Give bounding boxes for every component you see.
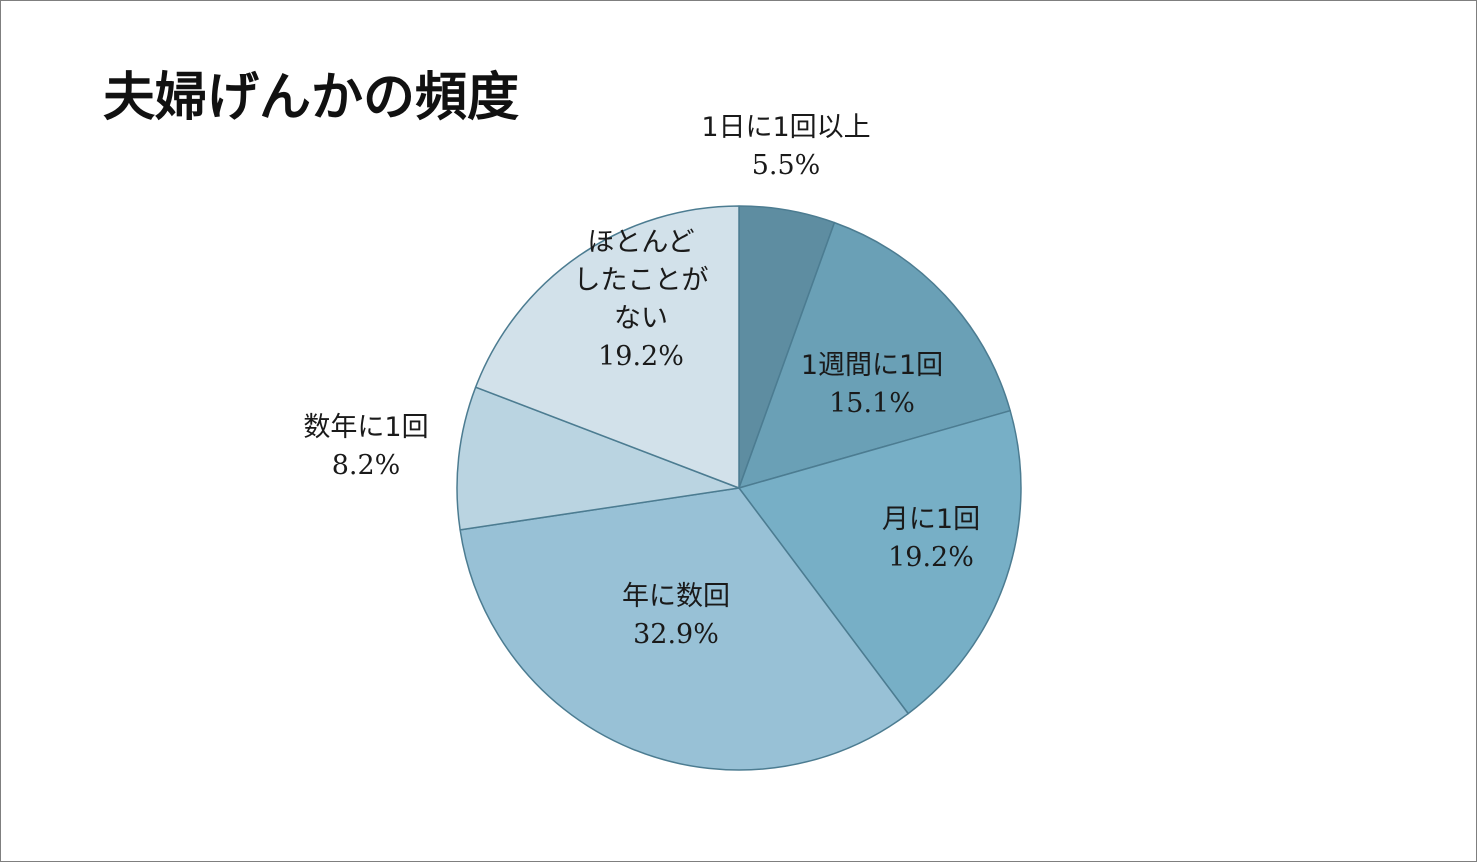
slice-data-label: 1週間に1回 15.1%	[801, 350, 943, 419]
slice-percent-label: 32.9%	[633, 619, 719, 650]
slice-category-label: したことが	[574, 265, 709, 296]
pie-slice	[738, 409, 1022, 715]
slice-data-label: 年に数回 32.9%	[622, 581, 730, 650]
chart-title: 夫婦げんかの頻度	[103, 68, 520, 128]
slice-percent-label: 15.1%	[829, 388, 915, 419]
slice-category-label: 1週間に1回	[801, 350, 943, 381]
pie-slice	[738, 221, 1011, 489]
slice-category-label: 年に数回	[622, 581, 730, 612]
pie-slice	[456, 386, 740, 531]
slice-percent-label: 8.2%	[332, 450, 401, 481]
slice-percent-label: 19.2%	[598, 341, 684, 372]
slice-data-label: 1日に1回以上 5.5%	[701, 112, 870, 181]
slice-category-label: ない	[614, 303, 668, 334]
slice-percent-label: 5.5%	[752, 150, 821, 181]
pie-slice	[459, 487, 909, 771]
slice-data-label: ほとんどしたことがない 19.2%	[574, 227, 709, 372]
pie-slice	[474, 205, 740, 489]
slice-category-label: 月に1回	[882, 504, 980, 535]
slice-category-label: ほとんど	[587, 227, 694, 258]
slice-data-label: 数年に1回 8.2%	[303, 412, 428, 481]
slice-category-label: 1日に1回以上	[701, 112, 870, 143]
slice-category-label: 数年に1回	[303, 412, 428, 443]
slice-data-label: 月に1回 19.2%	[882, 504, 980, 573]
slice-percent-label: 19.2%	[888, 542, 974, 573]
